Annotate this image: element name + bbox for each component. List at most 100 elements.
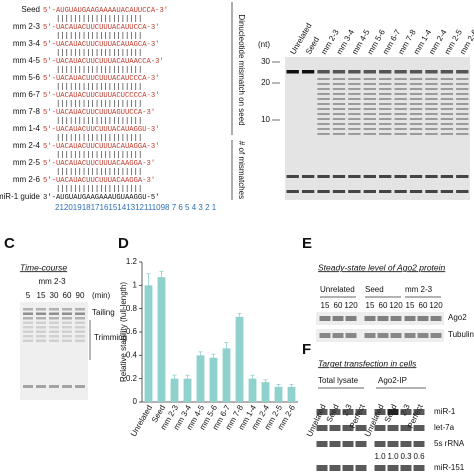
bar — [222, 348, 231, 402]
band — [316, 425, 328, 431]
row-label: miR-1 guide — [0, 192, 41, 201]
band — [332, 175, 346, 178]
band — [440, 98, 454, 100]
band — [363, 128, 376, 130]
band — [409, 93, 423, 95]
time-label: 120 — [429, 301, 443, 310]
band — [440, 123, 454, 125]
band — [317, 70, 330, 74]
band — [286, 175, 299, 178]
marker-label: 30 — [261, 57, 270, 66]
sequence: 5'-UACAUACUUCUUUACAUCCCA-3' — [43, 75, 159, 83]
band — [363, 190, 376, 193]
y-tick-label: 0.2 — [126, 374, 138, 383]
y-axis-label: Relative stability (full-length) — [119, 282, 128, 382]
time-label: 120 — [344, 301, 358, 310]
band — [332, 133, 346, 135]
time-label: 30 — [50, 291, 59, 300]
bar — [183, 378, 192, 402]
band — [425, 133, 438, 135]
band — [387, 409, 399, 415]
rna-label: miR-151 — [434, 463, 465, 472]
band — [456, 133, 469, 135]
band — [425, 108, 438, 110]
band — [440, 118, 454, 120]
band — [317, 123, 330, 125]
band — [363, 108, 376, 110]
band — [332, 88, 346, 90]
band — [409, 128, 423, 130]
positions: 21201918171615141312111098 7 6 5 4 3 2 1 — [55, 203, 217, 212]
panel-title: Steady-state level of Ago2 protein — [318, 262, 446, 272]
band — [301, 190, 315, 193]
band — [379, 133, 392, 135]
protein-label: Ago2 — [448, 313, 467, 322]
band — [363, 88, 376, 90]
quantification: 1.0 — [374, 452, 386, 461]
band — [374, 425, 386, 431]
quantification: 0.6 — [413, 452, 425, 461]
band — [317, 78, 330, 80]
band — [394, 70, 407, 74]
time-label: 90 — [76, 291, 85, 300]
quantification: 1.0 — [387, 452, 399, 461]
band — [425, 123, 438, 125]
band — [425, 88, 438, 90]
band — [342, 425, 354, 431]
sequence: 5'-UACAUACUUCUUUACUCCCCA-3' — [43, 92, 159, 100]
band — [348, 190, 361, 193]
row-label: mm 2-6 — [13, 175, 41, 184]
band — [394, 128, 407, 130]
band — [348, 70, 361, 74]
band — [379, 83, 392, 85]
band — [440, 78, 454, 80]
pairing: |||||||||||||||||||| — [56, 49, 142, 57]
group-label: mm 2-3 — [405, 285, 433, 294]
band — [342, 441, 354, 447]
band — [409, 108, 423, 110]
y-tick-label: 0.4 — [126, 350, 138, 359]
band — [363, 118, 376, 120]
panel-letter: F — [302, 341, 311, 358]
blot — [316, 312, 444, 325]
band — [456, 103, 469, 105]
band — [394, 98, 407, 100]
band — [425, 190, 438, 193]
sequence: 5'-UACAUACUUCUUUAGUUCCA-3' — [43, 109, 155, 117]
band — [394, 88, 407, 90]
bar — [235, 316, 244, 402]
band — [425, 103, 438, 105]
band — [387, 465, 399, 471]
band — [355, 441, 367, 447]
row-label: mm 4-5 — [13, 56, 41, 65]
time-label: 5 — [26, 291, 31, 300]
band — [329, 465, 341, 471]
sequence: 5'-UACAUACUUCUUUACAUUCCA-3' — [43, 24, 159, 32]
row-label: mm 6-7 — [13, 90, 41, 99]
protein-label: Tubulin — [448, 330, 474, 339]
band — [332, 128, 346, 130]
y-tick-label: 0.8 — [126, 304, 138, 313]
rna-label: let-7a — [434, 423, 455, 432]
band — [332, 78, 346, 80]
band — [409, 78, 423, 80]
time-label: 15 — [406, 301, 415, 310]
band — [379, 108, 392, 110]
band — [379, 93, 392, 95]
band — [409, 123, 423, 125]
band — [348, 123, 361, 125]
bar — [274, 386, 283, 402]
band — [348, 133, 361, 135]
band — [456, 190, 469, 193]
band — [379, 70, 392, 74]
band — [387, 441, 399, 447]
band — [379, 128, 392, 130]
band — [440, 175, 454, 178]
band — [329, 425, 341, 431]
sequence: 5'-AUGUAUGAAGAAAAUACAUUCCA-3' — [43, 7, 168, 15]
panel-letter: D — [118, 235, 129, 252]
band — [332, 118, 346, 120]
bar — [261, 382, 270, 402]
band — [425, 83, 438, 85]
band — [413, 425, 425, 431]
